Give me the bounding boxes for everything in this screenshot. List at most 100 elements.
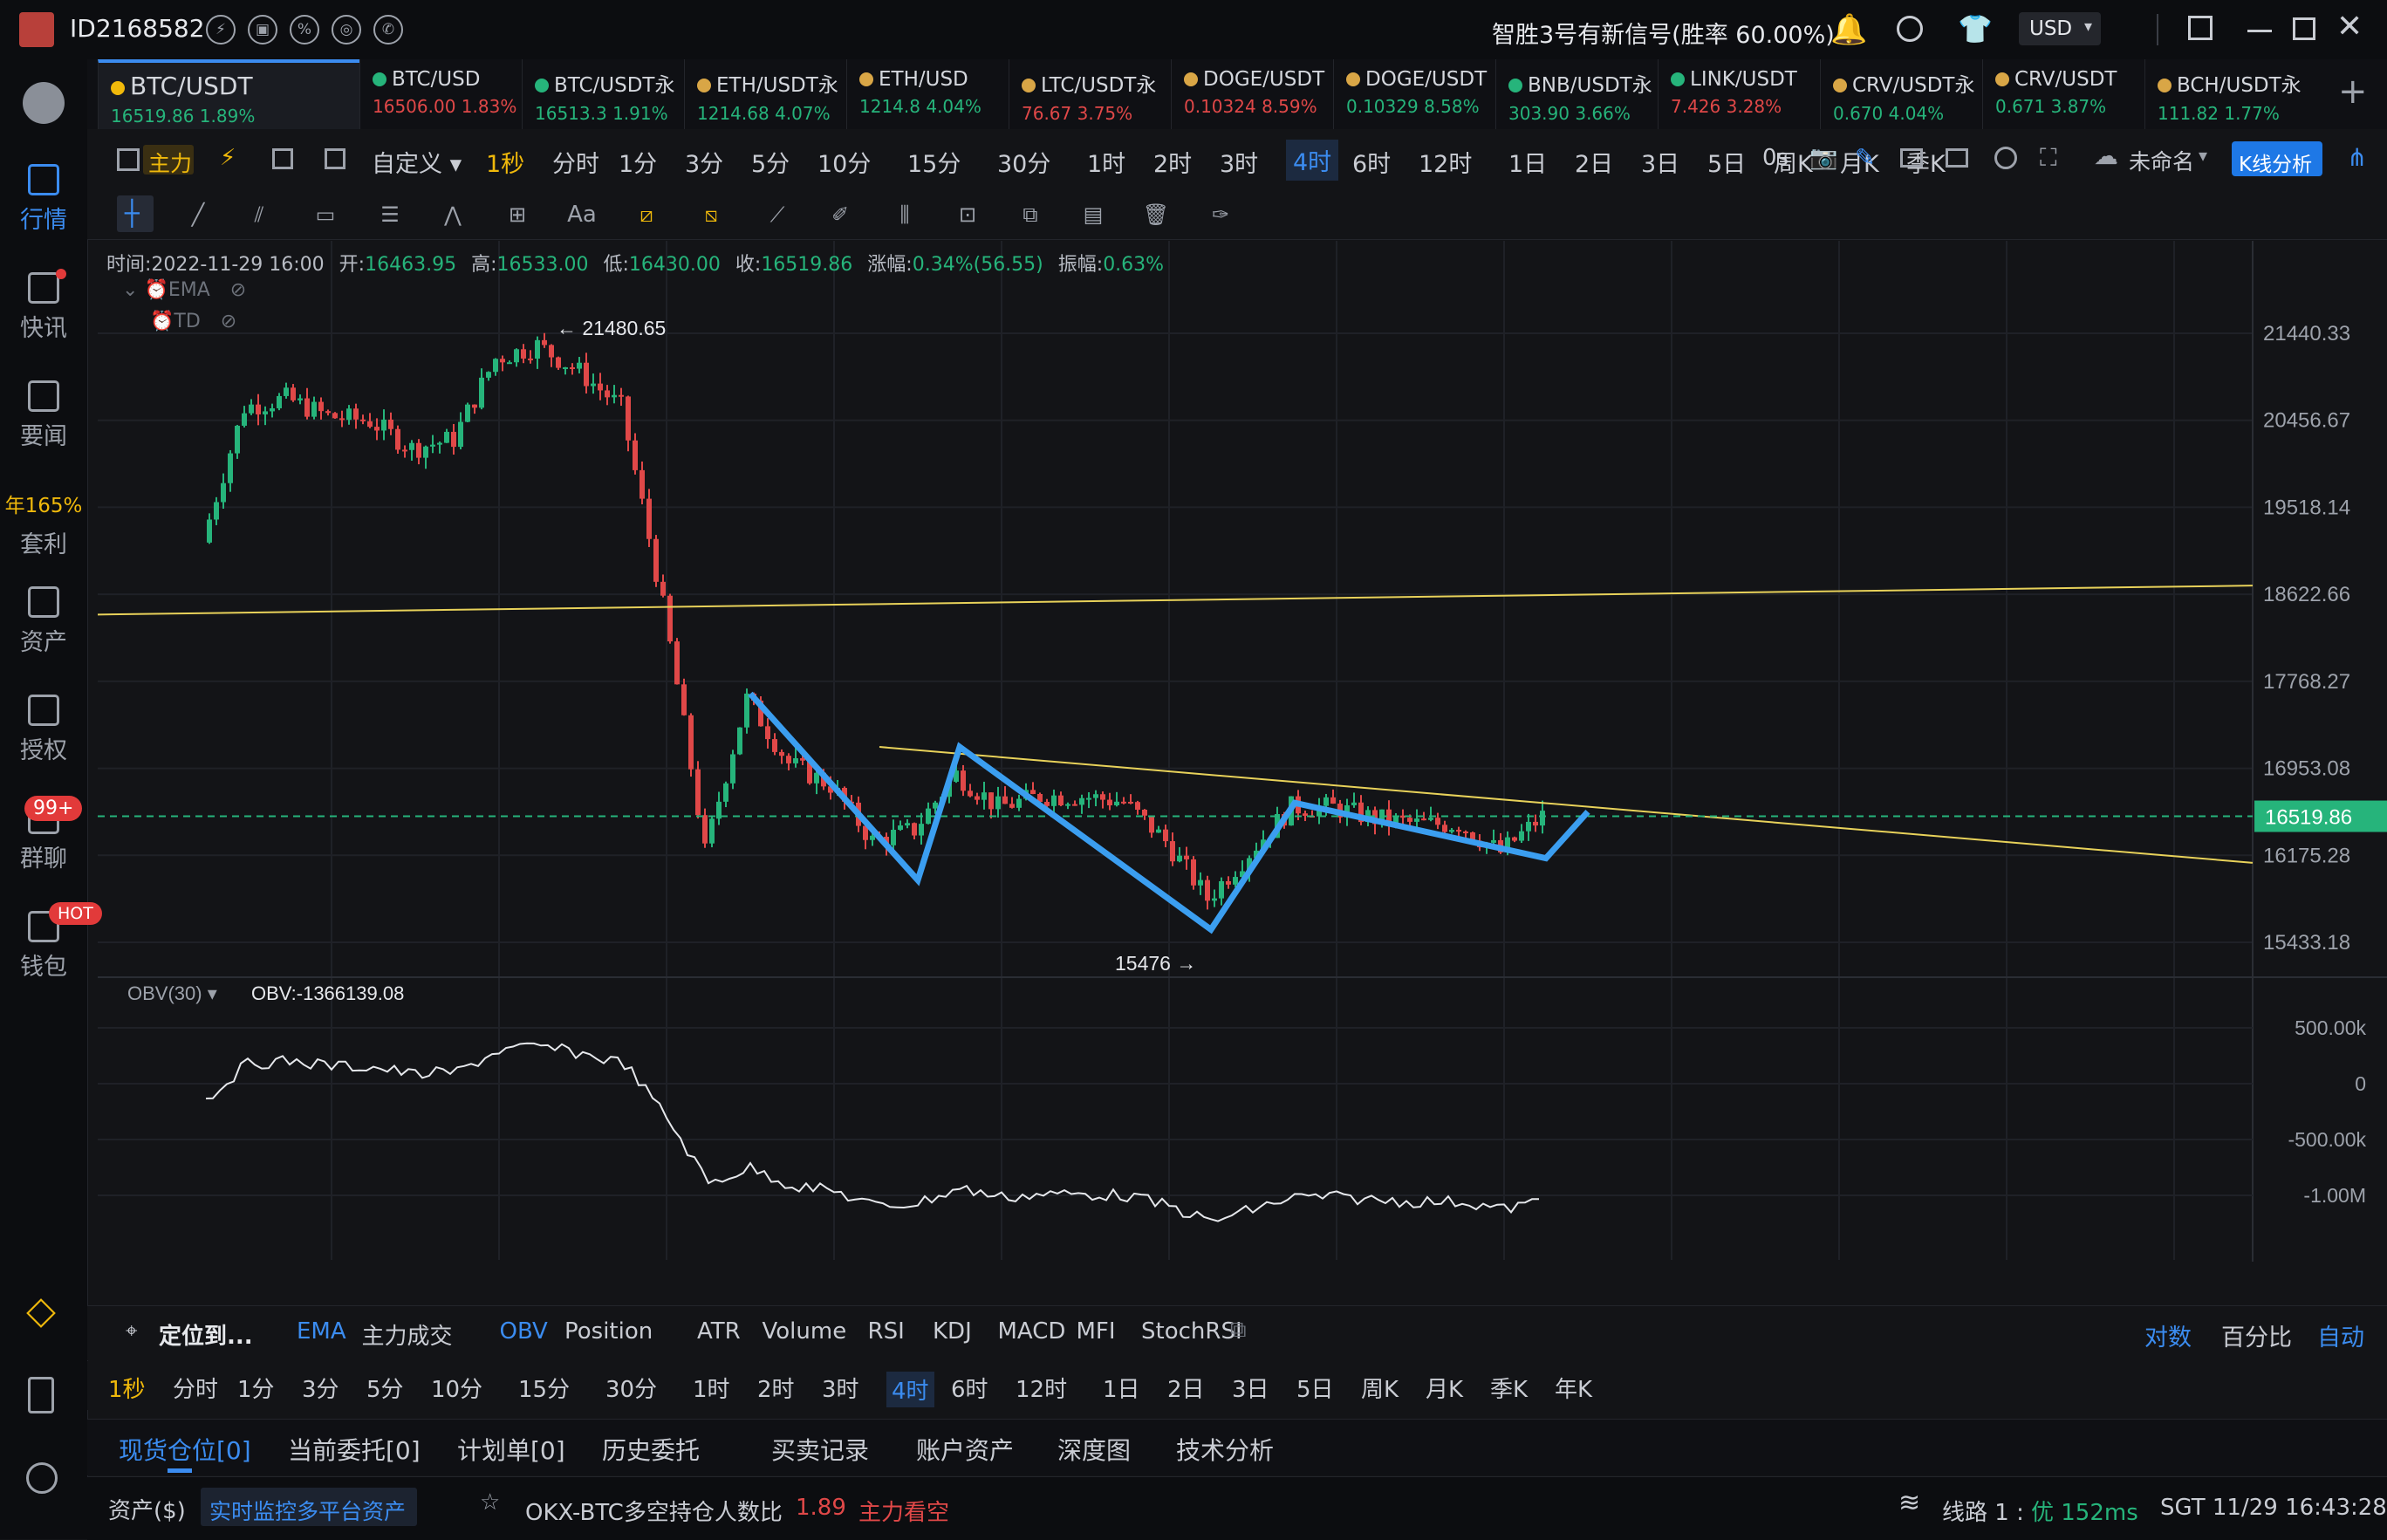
text-tool-icon[interactable]: Aa [567, 202, 597, 228]
order-tab[interactable]: 现货仓位[0] [119, 1436, 251, 1465]
eye-off-icon[interactable]: ⊘ [220, 311, 237, 332]
order-tab[interactable]: 技术分析 [1176, 1436, 1275, 1465]
add-tab-icon[interactable]: + [2338, 72, 2368, 112]
timeframe-option[interactable]: 周K [1774, 151, 1813, 178]
symbol-tab[interactable]: BNB/USDT永 303.90 3.66% [1495, 59, 1658, 129]
timeframe-option[interactable]: 季K [1490, 1377, 1529, 1403]
nav-arbitrage[interactable]: 年165% 套利 [0, 489, 87, 559]
close-icon[interactable]: ✕ [2336, 9, 2363, 44]
timeframe-option[interactable]: 年K [1555, 1377, 1593, 1403]
measure-icon[interactable]: ⊞ [508, 202, 527, 227]
price-chart[interactable]: 16519.86 ← 21480.65 15476 → 21440.33 20456.… [98, 241, 2387, 1262]
edit-list-icon[interactable]: ▤ [1083, 202, 1104, 227]
timeframe-option[interactable]: 2日 [1575, 151, 1614, 178]
indicator-option[interactable]: EMA [297, 1318, 346, 1345]
timeframe-option[interactable]: 3时 [822, 1377, 859, 1403]
chevron-down-icon[interactable]: ▾ [2199, 145, 2208, 166]
nav-chat[interactable]: 群聊 99+ [0, 796, 87, 873]
percent-scale-button[interactable]: 百分比 [2221, 1324, 2292, 1352]
user-id[interactable]: ID2168582 [70, 14, 205, 43]
log-scale-button[interactable]: 对数 [2144, 1324, 2192, 1352]
layout-name[interactable]: 未命名 [2129, 149, 2195, 175]
timeframe-option[interactable]: 1时 [693, 1377, 730, 1403]
monitor-banner[interactable]: 实时监控多平台资产 [201, 1488, 417, 1526]
timeframe-option[interactable]: 3日 [1232, 1377, 1269, 1403]
pin-icon[interactable]: ☆ [480, 1489, 501, 1516]
timeframe-option[interactable]: 10分 [431, 1377, 483, 1403]
indicator-option[interactable]: 主力成交 [361, 1324, 453, 1350]
phone-icon[interactable]: ✆ [373, 15, 403, 44]
pencil-icon[interactable]: ✎ [1855, 143, 1876, 172]
symbol-tab[interactable]: CRV/USDT 0.671 3.87% [1982, 59, 2144, 129]
settings-gear-icon[interactable] [26, 1462, 58, 1494]
nav-flash[interactable]: 快讯 [0, 269, 87, 343]
rectangle-icon[interactable]: ▭ [315, 202, 336, 227]
fib-icon[interactable]: ☰ [380, 202, 400, 227]
indicator-option[interactable]: MFI [1076, 1318, 1116, 1345]
trendline-icon[interactable]: ╱ [191, 202, 205, 227]
indicator-option[interactable]: Volume [762, 1318, 847, 1345]
timeframe-option[interactable]: 分时 [552, 151, 599, 178]
magnet-strong-icon[interactable]: ⧅ [704, 202, 718, 227]
timeframe-option[interactable]: 1分 [619, 151, 658, 178]
timeframe-option[interactable]: 3日 [1641, 151, 1680, 178]
copy-icon[interactable]: ⧉ [1023, 202, 1038, 227]
tablet-icon[interactable] [28, 1377, 54, 1413]
minimize-icon[interactable] [2247, 30, 2272, 32]
order-tab[interactable]: 当前委托[0] [288, 1436, 421, 1465]
calendar-icon[interactable] [272, 148, 293, 169]
order-tab[interactable]: 历史委托 [602, 1436, 701, 1465]
edit-icon[interactable]: ⧉ [1230, 1317, 1247, 1343]
indicator-option[interactable]: Position [564, 1318, 653, 1345]
symbol-tab[interactable]: LTC/USDT永 76.67 3.75% [1009, 59, 1171, 129]
magnet-icon[interactable]: ⧄ [639, 202, 653, 227]
timeframe-option[interactable]: 3分 [685, 151, 724, 178]
line-label[interactable]: 线路 1 : [1942, 1500, 2024, 1526]
timeframe-option[interactable]: 30分 [605, 1377, 658, 1403]
timeframe-option[interactable]: 15分 [907, 151, 961, 178]
eye-off-icon[interactable]: ⊘ [229, 279, 247, 301]
eraser-icon[interactable]: ✑ [1211, 202, 1230, 227]
timeframe-option[interactable]: 分时 [173, 1377, 219, 1403]
timeframe-option[interactable]: 月K [1840, 151, 1879, 178]
crosshair-tool[interactable]: ┼ [117, 195, 154, 232]
timeframe-option[interactable]: 2日 [1167, 1377, 1205, 1403]
timeframe-option[interactable]: 3分 [302, 1377, 339, 1403]
timeframe-option[interactable]: 周K [1361, 1377, 1399, 1403]
timeframe-option[interactable]: 1分 [237, 1377, 275, 1403]
ruler-icon[interactable]: ⟋ [769, 202, 785, 227]
pattern-icon[interactable]: ⋀ [444, 202, 462, 227]
timeframe-option[interactable]: 6时 [1352, 151, 1392, 178]
nav-market[interactable]: 行情 [0, 164, 87, 235]
timeframe-option[interactable]: 5日 [1296, 1377, 1334, 1403]
order-tab[interactable]: 计划单[0] [457, 1436, 565, 1465]
timeframe-option[interactable]: 10分 [817, 151, 872, 178]
signal-notice[interactable]: 智胜3号有新信号(胜率 60.00%) [1492, 22, 1835, 49]
timeframe-option[interactable]: 4时 [886, 1372, 934, 1407]
symbol-tab[interactable]: DOGE/USDT 0.10324 8.59% [1171, 59, 1333, 129]
timeframe-option[interactable]: 1日 [1508, 151, 1548, 178]
timeframe-option[interactable]: 自定义 ▾ [372, 151, 462, 178]
timeframe-option[interactable]: 季K [1906, 151, 1946, 178]
timeframe-option[interactable]: 月K [1426, 1377, 1464, 1403]
nav-assets[interactable]: 资产 [0, 586, 87, 657]
timeframe-option[interactable]: 15分 [518, 1377, 571, 1403]
split-view-icon[interactable] [325, 148, 345, 169]
symbol-tab[interactable]: BCH/USDT永 111.82 1.77% [2144, 59, 2307, 129]
timeframe-option[interactable]: 1日 [1103, 1377, 1140, 1403]
settings-icon[interactable] [1994, 147, 2017, 169]
timeframe-option[interactable]: 2时 [757, 1377, 795, 1403]
order-tab[interactable]: 深度图 [1057, 1436, 1132, 1465]
timeframe-option[interactable]: 30分 [997, 151, 1051, 178]
popout-icon[interactable] [2188, 16, 2213, 40]
symbol-tab[interactable]: CRV/USDT永 0.670 4.04% [1820, 59, 1982, 129]
indicator-option[interactable]: StochRSI [1141, 1318, 1242, 1345]
template-icon[interactable] [1946, 148, 1968, 168]
shirt-icon[interactable]: 👕 [1958, 12, 1993, 45]
symbol-tab[interactable]: LINK/USDT 7.426 3.28% [1658, 59, 1820, 129]
lightning-icon[interactable]: ⚡ [206, 15, 236, 44]
indicator-option[interactable]: OBV [499, 1318, 548, 1345]
indicator-option[interactable]: MACD [997, 1318, 1066, 1345]
timeframe-option[interactable]: 1时 [1087, 151, 1126, 178]
bell-icon[interactable]: 🔔 [1830, 12, 1868, 47]
